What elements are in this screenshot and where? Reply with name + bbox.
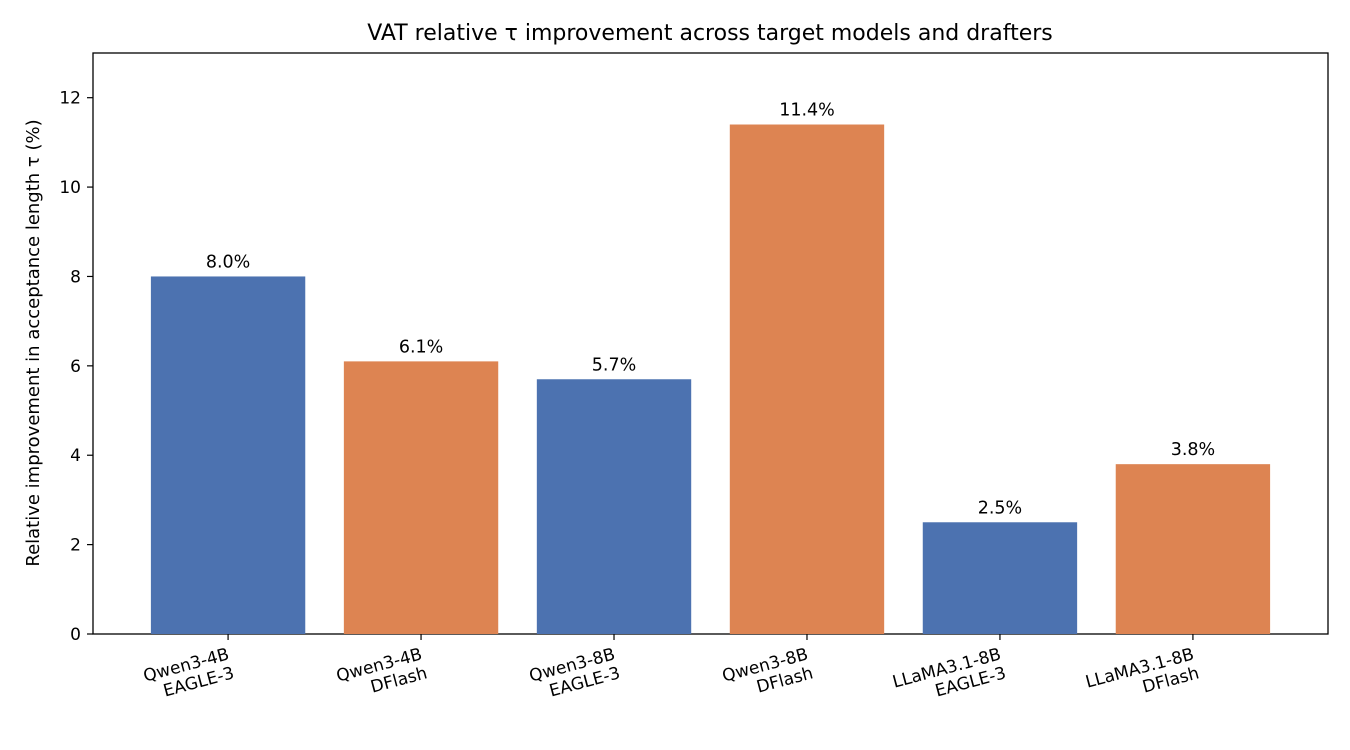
y-tick-label: 6 (70, 357, 81, 377)
y-tick-label: 12 (59, 89, 81, 109)
data-label: 5.7% (592, 355, 636, 375)
y-tick-label: 8 (70, 267, 81, 287)
bar (536, 379, 692, 634)
data-label: 8.0% (206, 252, 250, 272)
x-tick-label: Qwen3-4BEAGLE-3 (141, 645, 236, 706)
plot-area: 0 2 4 6 8 10 12 8.0% Qwen3-4BEAGLE-3 6.1% Qwen3-4B… (59, 52, 1329, 712)
y-tick-label: 0 (70, 625, 81, 645)
data-label: 2.5% (978, 498, 1022, 518)
x-tick-label: Qwen3-4BDFlash (334, 645, 429, 706)
y-tick-label: 2 (70, 536, 81, 556)
bar (343, 361, 499, 634)
bar (922, 522, 1078, 634)
chart-title: VAT relative τ improvement across target… (367, 21, 1053, 46)
y-tick-label: 10 (59, 178, 81, 198)
y-axis-label: Relative improvement in acceptance lengt… (23, 119, 44, 566)
x-tick-label: LLaMA3.1-8BDFlash (1084, 645, 1202, 712)
x-tick-label: Qwen3-8BEAGLE-3 (527, 645, 622, 706)
plot-frame (92, 52, 1329, 635)
x-tick-label: Qwen3-8BDFlash (720, 645, 815, 706)
y-tick-label: 4 (70, 446, 81, 466)
bar (729, 124, 885, 634)
data-label: 3.8% (1171, 440, 1215, 460)
x-tick-label: LLaMA3.1-8BEAGLE-3 (891, 645, 1009, 712)
bar (1115, 464, 1271, 634)
data-label: 6.1% (399, 337, 443, 357)
data-label: 11.4% (779, 101, 835, 121)
bar (150, 276, 306, 634)
